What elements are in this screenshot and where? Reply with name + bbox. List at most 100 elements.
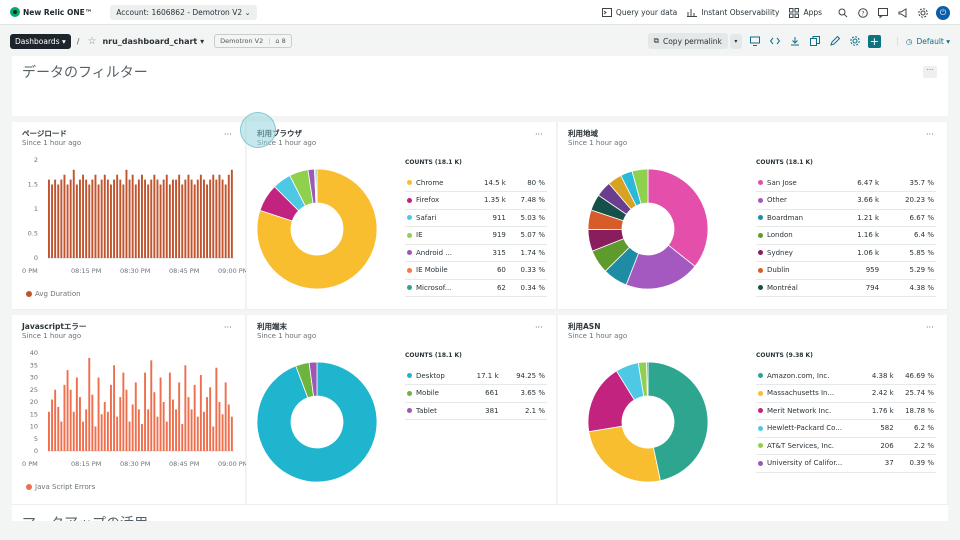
chart-bar[interactable]: [125, 389, 128, 451]
chart-bar[interactable]: [230, 169, 233, 258]
chart-bar[interactable]: [212, 174, 215, 258]
chart-bar[interactable]: [75, 184, 78, 259]
filter-menu-button[interactable]: ···: [923, 66, 937, 78]
chart-legend[interactable]: Avg Duration: [26, 290, 81, 298]
chart-bar[interactable]: [196, 416, 199, 451]
chart-bar[interactable]: [106, 179, 109, 258]
chart-bar[interactable]: [178, 174, 181, 258]
chart-bar[interactable]: [69, 389, 72, 451]
chart-bar[interactable]: [172, 179, 174, 258]
donut-slice[interactable]: [646, 361, 649, 397]
donut-slice[interactable]: [631, 168, 649, 205]
settings-gear-icon[interactable]: [848, 34, 862, 48]
chart-bar[interactable]: [150, 179, 153, 258]
chart-bar[interactable]: [63, 384, 66, 451]
chart-bar[interactable]: [162, 402, 165, 451]
chart-bar[interactable]: [122, 372, 125, 451]
chart-bar[interactable]: [190, 409, 193, 451]
counts-table-row[interactable]: IE Mobile 60 0.33 %: [405, 261, 547, 280]
counts-table-row[interactable]: Android ... 315 1.74 %: [405, 244, 547, 262]
chart-bar[interactable]: [187, 397, 190, 451]
time-picker[interactable]: ◷ Default ▾: [896, 36, 950, 46]
chart-bar[interactable]: [85, 179, 88, 258]
chart-bar[interactable]: [57, 406, 60, 451]
feedback-icon[interactable]: [876, 6, 890, 20]
favorite-star-icon[interactable]: ☆: [87, 35, 97, 47]
chart-bar[interactable]: [203, 411, 205, 451]
chart-bar[interactable]: [97, 184, 100, 259]
tv-mode-icon[interactable]: [748, 34, 762, 48]
chart-bar[interactable]: [181, 184, 184, 259]
chart-bar[interactable]: [206, 397, 209, 451]
copy-permalink-button[interactable]: ⧉ Copy permalink: [647, 33, 728, 49]
donut-slice[interactable]: [256, 361, 378, 483]
donut-slice[interactable]: [315, 168, 318, 204]
chart-bar[interactable]: [168, 184, 171, 259]
edit-pencil-icon[interactable]: [828, 34, 842, 48]
chart-bar[interactable]: [137, 179, 140, 258]
chart-bar[interactable]: [51, 399, 54, 451]
chart-bar[interactable]: [141, 424, 143, 451]
chart-bar[interactable]: [51, 184, 54, 259]
code-icon[interactable]: [768, 34, 782, 48]
counts-table-row[interactable]: Mobile 661 3.65 %: [405, 384, 547, 403]
counts-table-row[interactable]: Dublin 959 5.29 %: [756, 261, 936, 280]
chart-bar[interactable]: [218, 174, 221, 258]
counts-table-row[interactable]: Microsof... 62 0.34 %: [405, 279, 547, 297]
chart-bar[interactable]: [144, 372, 147, 451]
counts-table-row[interactable]: London 1.16 k 6.4 %: [756, 226, 936, 245]
chart-bar[interactable]: [60, 179, 63, 258]
chart-bar[interactable]: [141, 174, 143, 258]
chart-bar[interactable]: [66, 370, 69, 451]
chart-bar[interactable]: [215, 179, 218, 258]
chart-bar[interactable]: [94, 426, 97, 452]
chart-bar[interactable]: [193, 184, 196, 259]
panel-menu-button[interactable]: ···: [535, 130, 543, 139]
chart-bar[interactable]: [187, 174, 190, 258]
chart-bar[interactable]: [209, 179, 212, 258]
chart-bar[interactable]: [88, 184, 91, 259]
chart-bar[interactable]: [165, 174, 168, 258]
counts-table-row[interactable]: Massachusetts In... 2.42 k 25.74 %: [756, 384, 936, 403]
apps-button[interactable]: Apps: [789, 7, 822, 18]
chart-bar[interactable]: [162, 179, 165, 258]
chart-bar[interactable]: [178, 382, 181, 451]
chart-bar[interactable]: [218, 402, 221, 451]
chart-bar[interactable]: [125, 169, 128, 258]
chart-bar[interactable]: [221, 179, 224, 258]
chart-bar[interactable]: [63, 174, 66, 258]
chart-bar[interactable]: [134, 382, 137, 451]
chart-bar[interactable]: [91, 179, 94, 258]
chart-bar[interactable]: [116, 174, 119, 258]
counts-table-row[interactable]: Amazon.com, Inc. 4.38 k 46.69 %: [756, 367, 936, 385]
chart-bar[interactable]: [66, 184, 69, 259]
chart-bar[interactable]: [137, 409, 140, 451]
chart-legend[interactable]: Java Script Errors: [26, 483, 95, 491]
donut-slice[interactable]: [588, 425, 661, 483]
counts-table-row[interactable]: Desktop 17.1 k 94.25 %: [405, 367, 547, 385]
chart-bar[interactable]: [175, 409, 178, 451]
panel-menu-button[interactable]: ···: [926, 130, 934, 139]
chart-bar[interactable]: [54, 389, 57, 451]
counts-table-row[interactable]: University of Califor... 37 0.39 %: [756, 454, 936, 473]
chart-bar[interactable]: [203, 179, 205, 258]
chart-bar[interactable]: [113, 179, 116, 258]
panel-menu-button[interactable]: ···: [926, 323, 934, 332]
chart-bar[interactable]: [131, 174, 134, 258]
chart-bar[interactable]: [147, 409, 150, 451]
chart-bar[interactable]: [181, 424, 184, 451]
donut-slice[interactable]: [308, 361, 318, 397]
new-relic-logo[interactable]: New Relic ONE™: [10, 7, 92, 17]
chart-bar[interactable]: [156, 179, 159, 258]
chart-bar[interactable]: [153, 174, 156, 258]
chart-bar[interactable]: [88, 357, 91, 451]
donut-slice[interactable]: [647, 168, 709, 267]
chart-bar[interactable]: [212, 426, 215, 452]
chart-bar[interactable]: [199, 174, 202, 258]
chart-bar[interactable]: [215, 367, 218, 451]
chart-bar[interactable]: [79, 397, 81, 451]
chart-bar[interactable]: [119, 179, 122, 258]
chart-bar[interactable]: [116, 416, 119, 451]
chart-bar[interactable]: [82, 421, 85, 451]
chart-bar[interactable]: [54, 179, 57, 258]
